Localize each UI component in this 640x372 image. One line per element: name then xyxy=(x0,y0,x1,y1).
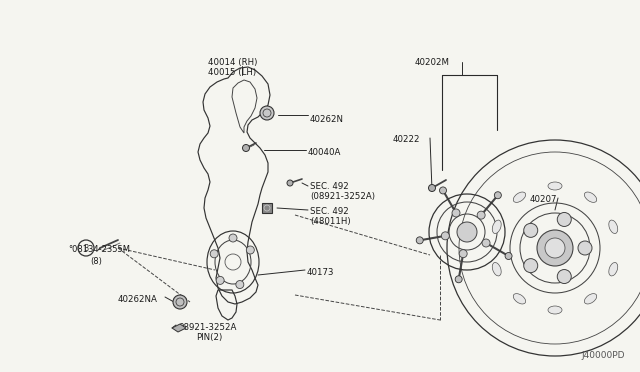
Circle shape xyxy=(578,241,592,255)
Circle shape xyxy=(440,187,447,194)
Text: 40014 (RH): 40014 (RH) xyxy=(208,58,257,67)
Text: (08921-3252A): (08921-3252A) xyxy=(310,192,375,201)
Circle shape xyxy=(452,209,460,217)
Circle shape xyxy=(537,230,573,266)
Ellipse shape xyxy=(513,294,525,304)
Ellipse shape xyxy=(584,192,596,202)
Circle shape xyxy=(545,238,565,258)
Text: 40173: 40173 xyxy=(307,268,335,277)
Text: SEC. 492: SEC. 492 xyxy=(310,182,349,191)
Circle shape xyxy=(524,259,538,273)
Text: 40207: 40207 xyxy=(530,195,557,204)
Ellipse shape xyxy=(609,220,618,234)
Ellipse shape xyxy=(548,182,562,190)
Circle shape xyxy=(477,211,485,219)
Circle shape xyxy=(287,180,293,186)
Circle shape xyxy=(459,250,467,258)
Text: 40015 (LH): 40015 (LH) xyxy=(208,68,256,77)
Ellipse shape xyxy=(492,263,501,276)
Circle shape xyxy=(429,185,435,192)
Text: 40040A: 40040A xyxy=(308,148,341,157)
Circle shape xyxy=(246,246,254,254)
Circle shape xyxy=(416,237,423,244)
Circle shape xyxy=(442,232,449,240)
Text: J40000PD: J40000PD xyxy=(582,351,625,360)
Ellipse shape xyxy=(492,220,501,234)
Text: 40202M: 40202M xyxy=(415,58,450,67)
Circle shape xyxy=(243,144,250,151)
Text: 40222: 40222 xyxy=(393,135,420,144)
Polygon shape xyxy=(172,324,186,332)
Circle shape xyxy=(482,239,490,247)
Circle shape xyxy=(557,212,572,227)
Text: °08134-2355M: °08134-2355M xyxy=(68,245,130,254)
Circle shape xyxy=(457,222,477,242)
Text: 08921-3252A: 08921-3252A xyxy=(178,323,236,332)
Ellipse shape xyxy=(548,306,562,314)
Circle shape xyxy=(216,276,224,284)
Ellipse shape xyxy=(584,294,596,304)
Text: SEC. 492: SEC. 492 xyxy=(310,207,349,216)
Circle shape xyxy=(494,192,501,199)
Text: (8): (8) xyxy=(90,257,102,266)
Text: B: B xyxy=(83,244,88,253)
Circle shape xyxy=(260,106,274,120)
Circle shape xyxy=(210,250,218,258)
Circle shape xyxy=(505,253,512,260)
Text: PIN(2): PIN(2) xyxy=(196,333,222,342)
Text: (48011H): (48011H) xyxy=(310,217,351,226)
Text: 40262NA: 40262NA xyxy=(118,295,158,304)
Ellipse shape xyxy=(513,192,525,202)
FancyBboxPatch shape xyxy=(262,203,272,213)
Circle shape xyxy=(229,234,237,242)
Circle shape xyxy=(455,276,462,283)
Text: 40262N: 40262N xyxy=(310,115,344,124)
Circle shape xyxy=(524,223,538,237)
Circle shape xyxy=(557,270,572,283)
Ellipse shape xyxy=(609,263,618,276)
Circle shape xyxy=(173,295,187,309)
Circle shape xyxy=(236,280,244,289)
